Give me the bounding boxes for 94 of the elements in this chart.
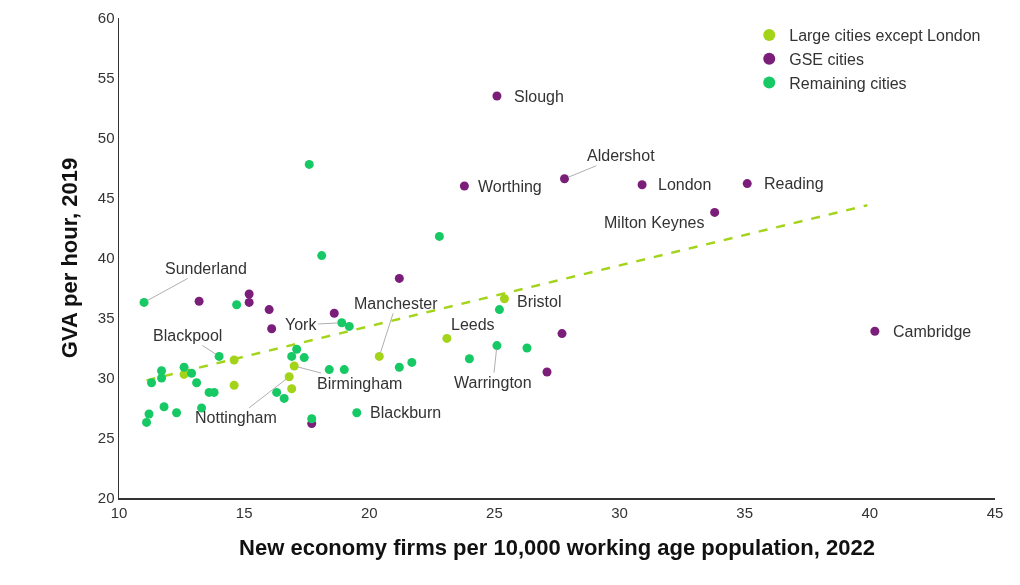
point xyxy=(289,361,299,371)
y-tick-label: 60 xyxy=(97,9,115,27)
annotation: London xyxy=(658,176,712,193)
point xyxy=(157,366,167,376)
x-tick-label: 35 xyxy=(736,503,754,521)
point xyxy=(492,91,502,101)
point xyxy=(560,174,570,184)
point xyxy=(742,179,752,189)
point xyxy=(494,305,504,315)
point xyxy=(407,357,417,367)
point xyxy=(344,321,354,331)
point xyxy=(142,417,152,427)
y-tick-label: 45 xyxy=(97,189,115,207)
point xyxy=(147,378,157,388)
point xyxy=(307,414,317,424)
annotation: Aldershot xyxy=(587,147,656,164)
point xyxy=(304,159,314,169)
x-axis-title: New economy firms per 10,000 working age population, 2022 xyxy=(239,535,875,561)
annotation: Manchester xyxy=(354,295,439,312)
point xyxy=(264,305,274,315)
point xyxy=(499,294,509,304)
point xyxy=(394,362,404,372)
y-tick-label: 35 xyxy=(97,309,115,327)
point xyxy=(229,355,239,365)
point xyxy=(464,354,474,364)
point xyxy=(870,326,880,336)
point xyxy=(144,409,154,419)
point xyxy=(557,329,567,339)
legend-label: Large cities except London xyxy=(789,27,981,45)
point xyxy=(232,300,242,310)
point xyxy=(284,372,294,382)
annotation: Blackburn xyxy=(370,404,442,421)
point xyxy=(329,308,339,318)
y-tick-label: 30 xyxy=(97,369,115,387)
point xyxy=(279,393,289,403)
point xyxy=(339,365,349,375)
point xyxy=(542,367,552,377)
annotation: Reading xyxy=(764,175,824,192)
point xyxy=(492,341,502,351)
x-tick-label: 15 xyxy=(235,503,253,521)
y-tick-label: 55 xyxy=(97,69,115,87)
annotation: York xyxy=(285,316,318,333)
point xyxy=(287,384,297,394)
point xyxy=(394,273,404,283)
annotation: Warrington xyxy=(454,374,532,391)
legend-label: GSE cities xyxy=(789,50,864,68)
x-tick-label: 45 xyxy=(986,503,1004,521)
point xyxy=(299,353,309,363)
x-tick-label: 20 xyxy=(360,503,378,521)
point xyxy=(179,362,189,372)
annotation: Cambridge xyxy=(893,323,972,340)
point xyxy=(139,297,149,307)
y-axis-title: GVA per hour, 2019 xyxy=(56,157,82,359)
annotation: Nottingham xyxy=(195,409,277,426)
point xyxy=(337,318,347,328)
point xyxy=(194,296,204,306)
point xyxy=(710,207,720,217)
point xyxy=(352,408,362,418)
point xyxy=(244,289,254,299)
x-tick-label: 30 xyxy=(611,503,628,521)
annotation: Bristol xyxy=(517,293,562,310)
annotation: Blackpool xyxy=(153,327,223,344)
point xyxy=(172,408,182,418)
point xyxy=(434,231,444,241)
point xyxy=(324,365,334,375)
point xyxy=(374,351,384,361)
point xyxy=(214,351,224,361)
annotation: Milton Keynes xyxy=(604,214,705,231)
annotation: Leeds xyxy=(451,316,495,333)
point xyxy=(317,251,327,261)
point xyxy=(267,324,277,334)
annotation: Slough xyxy=(514,88,564,105)
point xyxy=(244,297,254,307)
point xyxy=(159,402,169,412)
point xyxy=(459,181,469,191)
point xyxy=(637,180,647,190)
point xyxy=(522,343,532,353)
y-tick-label: 40 xyxy=(97,249,115,267)
point xyxy=(192,378,202,388)
point xyxy=(229,380,239,390)
point xyxy=(157,373,167,383)
point xyxy=(442,333,452,343)
annotation: Worthing xyxy=(478,178,542,195)
annotation: Sunderland xyxy=(165,260,247,277)
y-tick-label: 25 xyxy=(97,429,115,447)
point xyxy=(187,368,197,378)
annotation: Birmingham xyxy=(317,375,403,392)
point xyxy=(292,344,302,354)
point xyxy=(287,351,297,361)
legend-label: Remaining cities xyxy=(789,74,907,92)
x-tick-label: 25 xyxy=(486,503,503,521)
x-tick-label: 40 xyxy=(861,503,879,521)
point xyxy=(272,387,282,397)
y-tick-label: 50 xyxy=(97,129,115,147)
